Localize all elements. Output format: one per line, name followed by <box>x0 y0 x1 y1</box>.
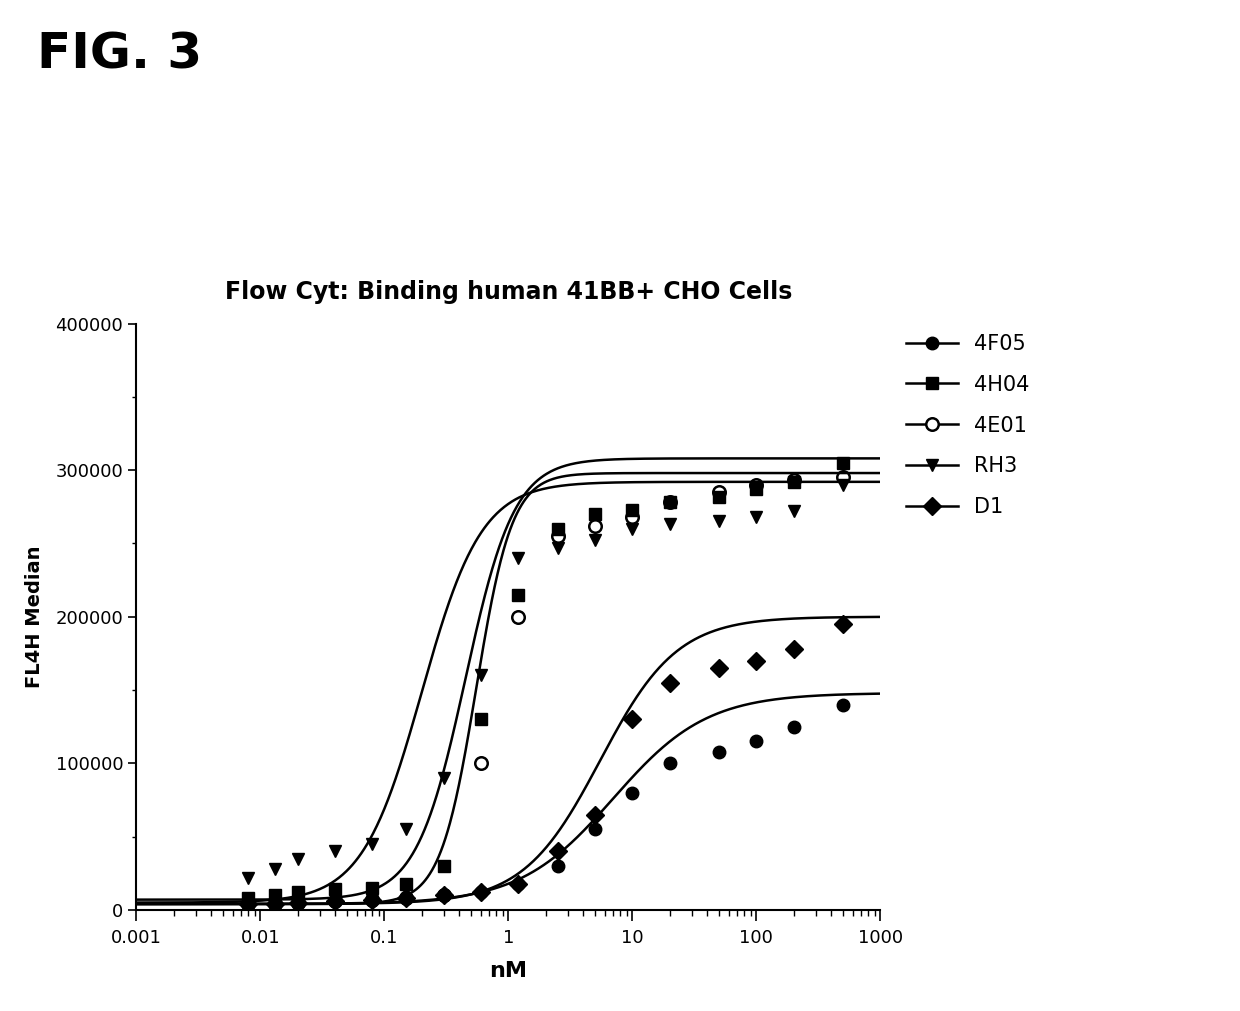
4H04 <box>436 859 451 871</box>
RH3 <box>786 506 801 518</box>
Title: Flow Cyt: Binding human 41BB+ CHO Cells: Flow Cyt: Binding human 41BB+ CHO Cells <box>224 279 792 303</box>
X-axis label: nM: nM <box>490 961 527 982</box>
4E01 <box>551 530 565 542</box>
D1 <box>625 714 640 726</box>
4F05 <box>511 878 526 890</box>
4E01 <box>786 474 801 486</box>
4H04 <box>399 878 414 890</box>
RH3 <box>290 852 305 864</box>
4F05 <box>836 699 851 711</box>
D1 <box>786 643 801 655</box>
4F05 <box>365 892 379 904</box>
4H04 <box>786 476 801 488</box>
4H04 <box>588 509 603 521</box>
4H04 <box>365 882 379 894</box>
4H04 <box>290 887 305 899</box>
4E01 <box>749 479 764 491</box>
RH3 <box>511 552 526 564</box>
4E01 <box>365 894 379 906</box>
D1 <box>327 895 342 907</box>
4F05 <box>625 787 640 799</box>
4F05 <box>474 887 489 899</box>
4E01 <box>836 471 851 483</box>
RH3 <box>365 838 379 850</box>
D1 <box>290 897 305 909</box>
4H04 <box>551 523 565 535</box>
D1 <box>836 618 851 630</box>
D1 <box>712 662 727 674</box>
D1 <box>267 898 281 910</box>
4H04 <box>712 490 727 502</box>
RH3 <box>436 772 451 785</box>
RH3 <box>588 535 603 547</box>
RH3 <box>749 511 764 523</box>
RH3 <box>399 823 414 835</box>
Legend: 4F05, 4H04, 4E01, RH3, D1: 4F05, 4H04, 4E01, RH3, D1 <box>905 334 1030 518</box>
D1 <box>588 809 603 821</box>
4F05 <box>712 745 727 757</box>
Text: FIG. 3: FIG. 3 <box>37 30 202 78</box>
RH3 <box>474 669 489 681</box>
4E01 <box>241 898 255 910</box>
4F05 <box>241 897 255 909</box>
D1 <box>365 894 379 906</box>
4E01 <box>625 511 640 523</box>
4E01 <box>474 757 489 769</box>
RH3 <box>712 516 727 528</box>
RH3 <box>327 845 342 857</box>
4E01 <box>588 520 603 532</box>
4F05 <box>786 721 801 733</box>
4H04 <box>662 496 677 509</box>
4H04 <box>625 503 640 516</box>
RH3 <box>625 523 640 535</box>
4E01 <box>267 898 281 910</box>
4H04 <box>241 892 255 904</box>
4H04 <box>267 890 281 902</box>
4H04 <box>327 884 342 896</box>
4F05 <box>399 891 414 903</box>
4F05 <box>267 897 281 909</box>
D1 <box>474 887 489 899</box>
RH3 <box>662 519 677 531</box>
4H04 <box>749 483 764 495</box>
4F05 <box>551 859 565 871</box>
4F05 <box>588 823 603 835</box>
4F05 <box>662 757 677 769</box>
4F05 <box>327 894 342 906</box>
Line: 4F05: 4F05 <box>242 699 849 909</box>
4E01 <box>327 895 342 907</box>
Line: RH3: RH3 <box>242 478 849 884</box>
RH3 <box>551 542 565 554</box>
4F05 <box>290 895 305 907</box>
4H04 <box>474 714 489 726</box>
4E01 <box>290 897 305 909</box>
RH3 <box>836 479 851 491</box>
4H04 <box>511 588 526 601</box>
4E01 <box>399 892 414 904</box>
4E01 <box>712 486 727 498</box>
Line: D1: D1 <box>242 618 849 910</box>
4E01 <box>662 496 677 509</box>
Line: 4E01: 4E01 <box>242 471 849 910</box>
RH3 <box>241 871 255 884</box>
4F05 <box>436 890 451 902</box>
D1 <box>511 878 526 890</box>
D1 <box>436 890 451 902</box>
4E01 <box>511 611 526 623</box>
4E01 <box>436 890 451 902</box>
D1 <box>749 655 764 667</box>
4H04 <box>836 457 851 469</box>
D1 <box>241 898 255 910</box>
Y-axis label: FL4H Median: FL4H Median <box>25 546 45 687</box>
Line: 4H04: 4H04 <box>242 457 849 905</box>
D1 <box>662 676 677 688</box>
D1 <box>551 845 565 857</box>
RH3 <box>267 862 281 875</box>
4F05 <box>749 735 764 747</box>
D1 <box>399 892 414 904</box>
